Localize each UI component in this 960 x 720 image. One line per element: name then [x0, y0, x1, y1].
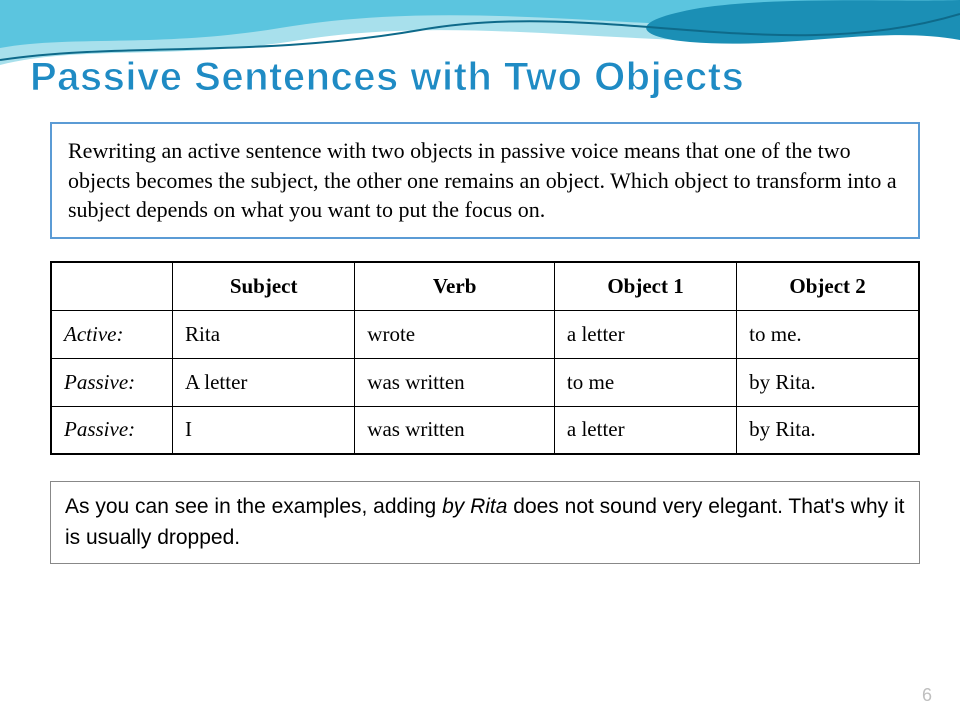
- cell-obj1: a letter: [554, 310, 736, 358]
- cell-obj1: a letter: [554, 406, 736, 454]
- th-blank: [51, 262, 173, 310]
- example-table: Subject Verb Object 1 Object 2 Active: R…: [50, 261, 920, 455]
- cell-obj1: to me: [554, 358, 736, 406]
- intro-text-box: Rewriting an active sentence with two ob…: [50, 122, 920, 239]
- cell-subject: Rita: [173, 310, 355, 358]
- cell-subject: A letter: [173, 358, 355, 406]
- cell-obj2: to me.: [737, 310, 919, 358]
- row-label: Passive:: [51, 406, 173, 454]
- table-row: Active: Rita wrote a letter to me.: [51, 310, 919, 358]
- th-object2: Object 2: [737, 262, 919, 310]
- slide-title: Passive Sentences with Two Objects: [30, 55, 930, 100]
- cell-verb: was written: [355, 406, 555, 454]
- example-table-container: Subject Verb Object 1 Object 2 Active: R…: [50, 261, 920, 455]
- note-italic: by Rita: [442, 495, 507, 518]
- row-label: Passive:: [51, 358, 173, 406]
- th-subject: Subject: [173, 262, 355, 310]
- th-object1: Object 1: [554, 262, 736, 310]
- cell-obj2: by Rita.: [737, 406, 919, 454]
- note-box: As you can see in the examples, adding b…: [50, 481, 920, 564]
- table-row: Passive: A letter was written to me by R…: [51, 358, 919, 406]
- cell-subject: I: [173, 406, 355, 454]
- table-row: Passive: I was written a letter by Rita.: [51, 406, 919, 454]
- cell-obj2: by Rita.: [737, 358, 919, 406]
- row-label: Active:: [51, 310, 173, 358]
- page-number: 6: [922, 685, 932, 706]
- note-pre: As you can see in the examples, adding: [65, 495, 442, 518]
- cell-verb: wrote: [355, 310, 555, 358]
- cell-verb: was written: [355, 358, 555, 406]
- intro-text: Rewriting an active sentence with two ob…: [68, 138, 897, 222]
- table-header-row: Subject Verb Object 1 Object 2: [51, 262, 919, 310]
- th-verb: Verb: [355, 262, 555, 310]
